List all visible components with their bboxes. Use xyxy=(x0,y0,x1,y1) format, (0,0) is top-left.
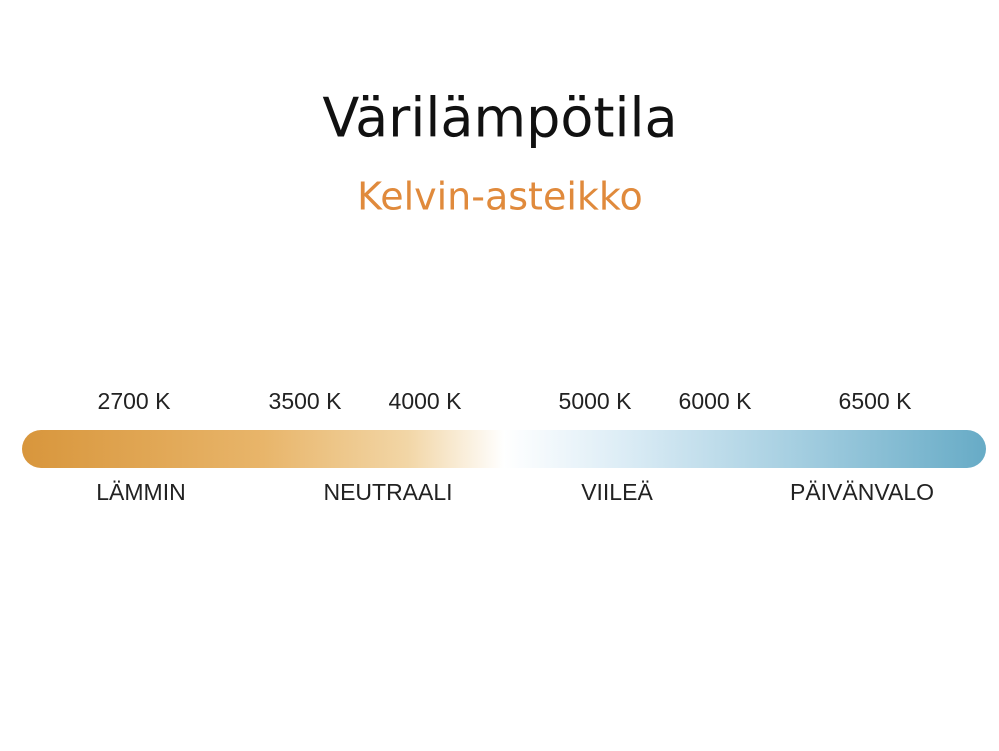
temperature-label: 3500 K xyxy=(269,388,343,414)
temperature-label: 6000 K xyxy=(679,388,753,414)
gradient-bar xyxy=(22,430,986,468)
temperature-label: 6500 K xyxy=(839,388,913,414)
subtitle: Kelvin-asteikko xyxy=(357,175,643,219)
temperature-label: 4000 K xyxy=(389,388,463,414)
range-label: VIILEÄ xyxy=(581,479,653,505)
range-label: PÄIVÄNVALO xyxy=(790,479,934,505)
temperature-label: 2700 K xyxy=(98,388,172,414)
range-label: NEUTRAALI xyxy=(323,479,452,505)
temperature-label: 5000 K xyxy=(559,388,633,414)
range-label: LÄMMIN xyxy=(96,479,185,505)
title: Värilämpötila xyxy=(322,87,677,150)
